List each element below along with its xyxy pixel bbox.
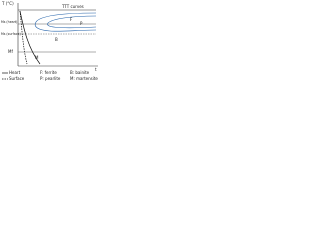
legend-item: M: martensite: [70, 76, 98, 81]
region-label: P: [80, 21, 83, 26]
cooling-heart: [19, 10, 41, 65]
ms-surface-label: Ms (surface): [1, 32, 21, 36]
region-label: M: [35, 55, 39, 60]
legend-item: F: ferrite: [40, 70, 57, 75]
legend-item: B: bainite: [70, 70, 90, 75]
region-label: B: [55, 37, 58, 42]
y-label: T (°C): [1, 1, 14, 6]
x-label: t: [95, 67, 97, 72]
mf-label: Mf: [8, 49, 13, 54]
ms-heart-label: Ms (heart): [1, 20, 17, 24]
background: [0, 0, 100, 84]
ttt-curve-start: [34, 12, 97, 32]
legend-heart: Heart: [9, 70, 21, 75]
legend-surface: Surface: [9, 76, 25, 81]
diagram: T (°C) t TTT curves Ms (heart) Ms (surfa…: [0, 0, 100, 84]
legend-item: P: pearlite: [40, 76, 61, 81]
ttt-curve-end: [47, 15, 97, 29]
annotation: TTT curves: [61, 4, 84, 9]
region-label: F: [70, 17, 73, 22]
cooling-surface: [19, 10, 28, 65]
